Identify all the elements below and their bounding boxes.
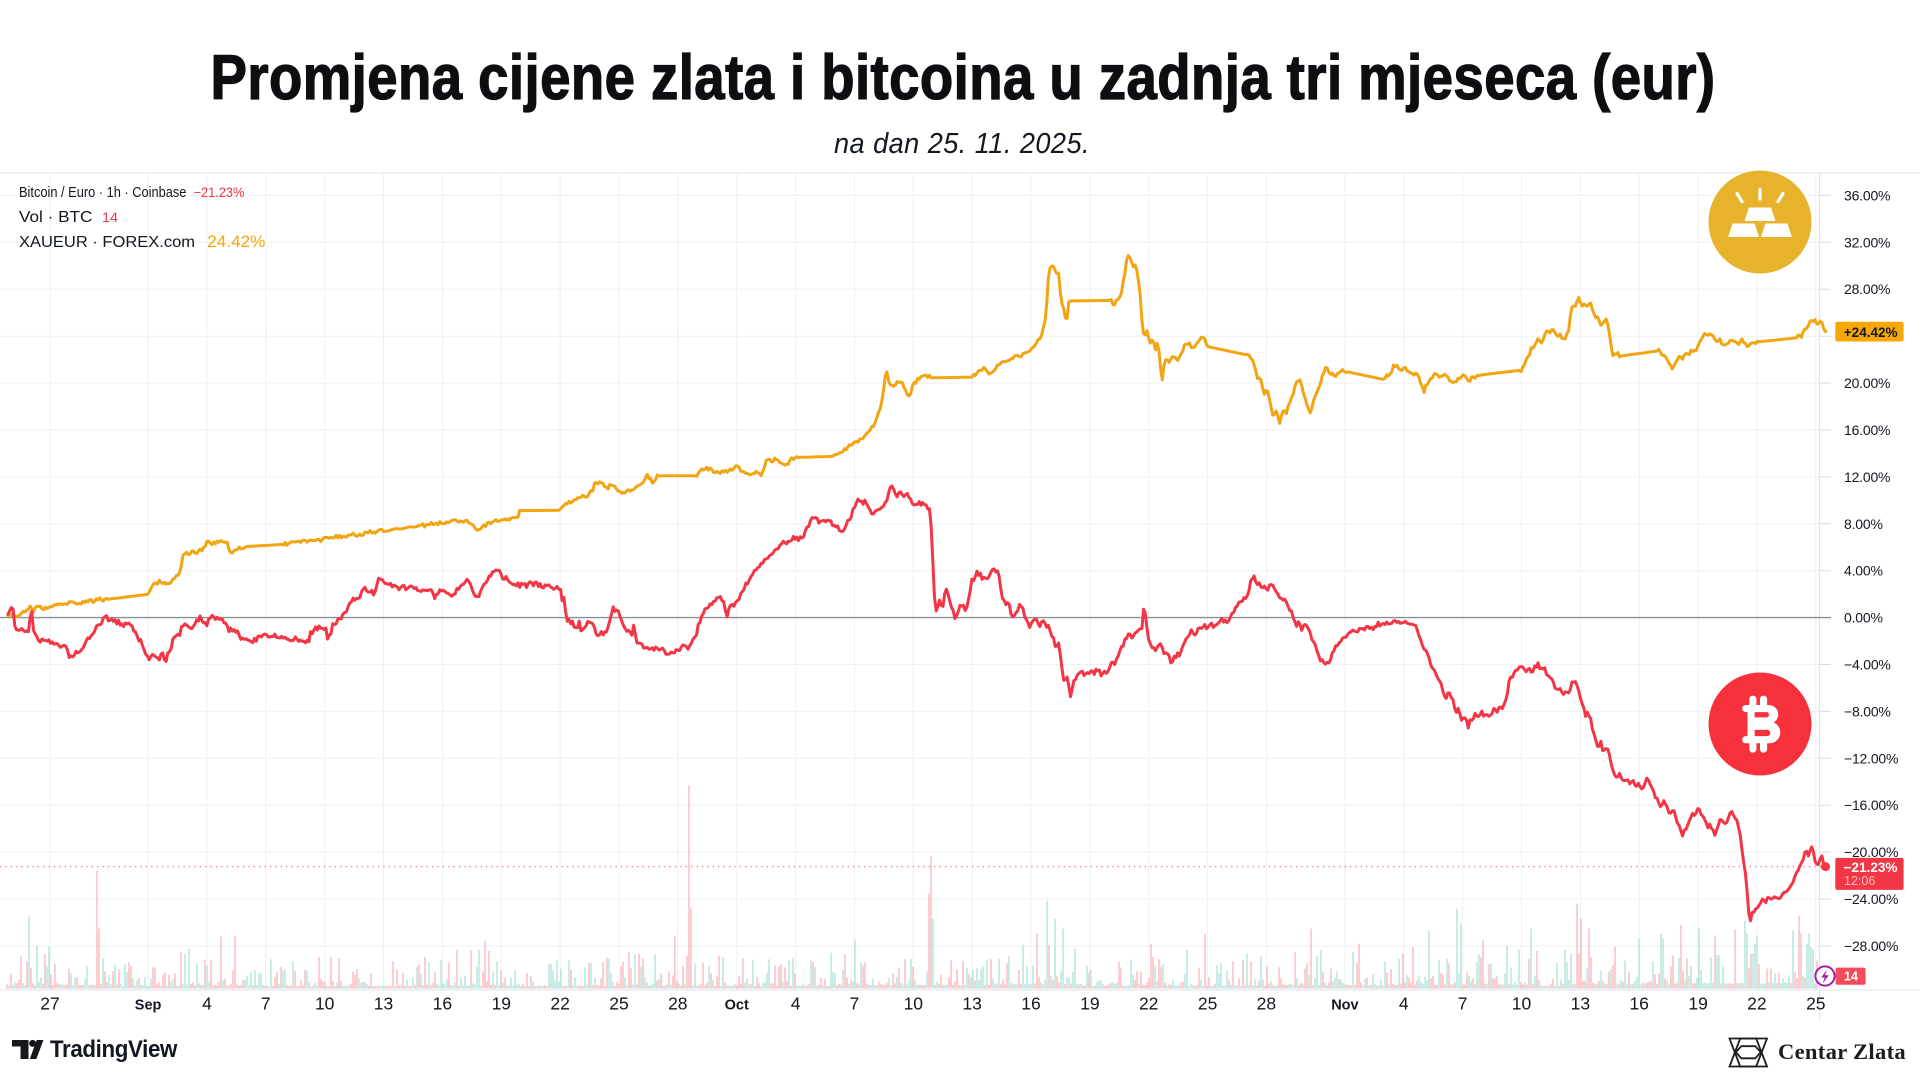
svg-text:0.00%: 0.00% [1844,610,1883,626]
svg-text:4: 4 [202,994,212,1014]
svg-text:24.42%: 24.42% [207,233,265,251]
svg-text:+24.42%: +24.42% [1844,325,1898,340]
svg-text:−8.00%: −8.00% [1844,703,1891,719]
svg-text:10: 10 [315,994,335,1014]
svg-text:−24.00%: −24.00% [1844,891,1898,907]
svg-text:Promjena cijene zlata i bitcoi: Promjena cijene zlata i bitcoina u zadnj… [211,43,1716,113]
svg-text:TradingView: TradingView [50,1036,178,1063]
svg-text:36.00%: 36.00% [1844,187,1890,203]
svg-text:na dan 25. 11. 2025.: na dan 25. 11. 2025. [834,128,1090,160]
svg-text:28: 28 [1257,994,1276,1014]
svg-text:7: 7 [261,994,271,1014]
svg-text:Oct: Oct [725,998,749,1014]
svg-text:4.00%: 4.00% [1844,563,1883,579]
svg-text:8.00%: 8.00% [1844,516,1883,532]
svg-text:13: 13 [962,994,981,1014]
svg-text:25: 25 [1806,994,1825,1014]
svg-text:Nov: Nov [1331,998,1358,1014]
svg-text:22: 22 [1747,994,1766,1014]
svg-text:19: 19 [492,994,511,1014]
svg-text:22: 22 [550,994,569,1014]
svg-text:−20.00%: −20.00% [1844,844,1898,860]
svg-text:16.00%: 16.00% [1844,422,1890,438]
svg-text:22: 22 [1139,994,1158,1014]
svg-text:Bitcoin / Euro · 1h · Coinbase: Bitcoin / Euro · 1h · Coinbase [19,185,186,201]
svg-text:4: 4 [791,994,801,1014]
svg-text:7: 7 [850,994,860,1014]
svg-text:16: 16 [1629,994,1648,1014]
svg-text:14: 14 [1844,970,1858,984]
svg-text:12:06: 12:06 [1844,874,1875,888]
svg-text:28: 28 [668,994,687,1014]
svg-text:−4.00%: −4.00% [1844,657,1891,673]
svg-text:−28.00%: −28.00% [1844,938,1898,954]
svg-text:12.00%: 12.00% [1844,469,1890,485]
svg-text:−16.00%: −16.00% [1844,797,1898,813]
svg-text:10: 10 [904,994,924,1014]
svg-text:19: 19 [1688,994,1707,1014]
svg-text:−21.23%: −21.23% [1844,860,1898,875]
svg-text:25: 25 [609,994,628,1014]
svg-text:13: 13 [374,994,393,1014]
svg-text:Vol · BTC: Vol · BTC [19,209,92,226]
svg-text:Sep: Sep [135,998,162,1014]
svg-text:−21.23%: −21.23% [194,184,245,200]
svg-text:−12.00%: −12.00% [1844,750,1898,766]
svg-text:XAUEUR · FOREX.com: XAUEUR · FOREX.com [19,234,195,251]
svg-text:19: 19 [1080,994,1099,1014]
svg-text:28.00%: 28.00% [1844,281,1890,297]
svg-text:16: 16 [433,994,452,1014]
svg-text:Centar Zlata: Centar Zlata [1778,1039,1906,1064]
svg-text:16: 16 [1021,994,1040,1014]
svg-text:7: 7 [1458,994,1468,1014]
svg-text:27: 27 [40,994,59,1014]
svg-text:20.00%: 20.00% [1844,375,1890,391]
svg-text:25: 25 [1198,994,1217,1014]
svg-text:4: 4 [1399,994,1409,1014]
svg-text:14: 14 [102,209,118,225]
svg-text:13: 13 [1571,994,1590,1014]
svg-text:32.00%: 32.00% [1844,234,1890,250]
svg-text:10: 10 [1512,994,1532,1014]
